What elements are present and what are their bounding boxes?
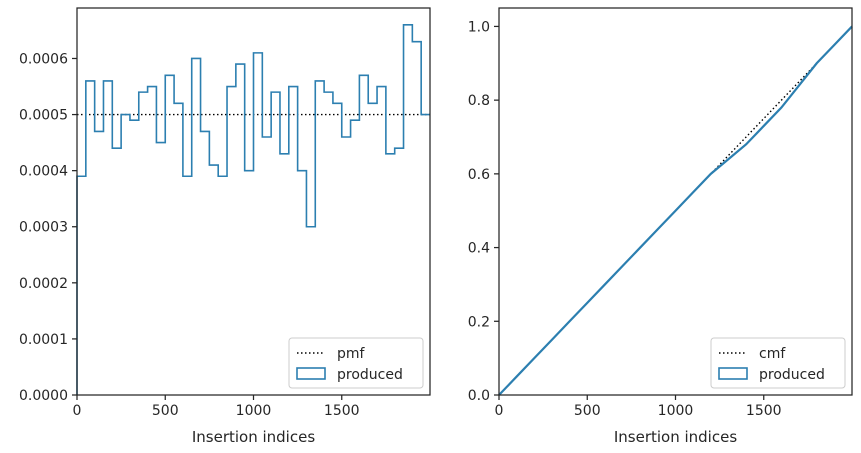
x-tick-label: 1500 <box>324 403 360 419</box>
pmf-histogram-panel: 0 500 1000 1500 0.0000 0.0001 0.0002 0.0003 0.00… <box>19 7 431 446</box>
cmf-line-panel: 0 500 1000 1500 0.0 0.2 0.4 0.6 0.8 1.0 Insertion … <box>468 7 853 446</box>
legend-produced-label: produced <box>759 367 825 383</box>
legend-reference-label: cmf <box>759 346 786 362</box>
y-tick-label: 0.0004 <box>19 164 68 180</box>
legend-produced-swatch <box>296 367 326 380</box>
y-tick-label: 0.0002 <box>19 276 68 292</box>
y-tick-label: 0.0001 <box>19 332 68 348</box>
y-tick-label: 0.0003 <box>19 220 68 236</box>
x-axis-label: Insertion indices <box>192 428 315 446</box>
axes-frame <box>498 7 853 396</box>
legend-reference-label: pmf <box>337 346 366 362</box>
legend-box <box>710 337 846 389</box>
y-tick-label: 0.0005 <box>19 108 68 124</box>
legend-produced-swatch <box>718 367 748 380</box>
x-tick-label: 1000 <box>236 403 272 419</box>
legend-produced-label: produced <box>337 367 403 383</box>
y-tick-label: 0.4 <box>468 241 490 257</box>
x-tick-label: 0 <box>495 403 504 419</box>
y-tick-label: 0.8 <box>468 93 490 109</box>
y-tick-label: 0.0 <box>468 388 490 404</box>
y-tick-label: 0.0000 <box>19 388 68 404</box>
produced-step-series <box>76 24 430 395</box>
y-tick-label: 0.6 <box>468 167 490 183</box>
x-axis-label: Insertion indices <box>614 428 737 446</box>
y-tick-label: 0.0006 <box>19 51 68 67</box>
x-tick-label: 1500 <box>746 403 782 419</box>
x-tick-label: 500 <box>574 403 601 419</box>
produced-cumulative-line <box>498 25 853 396</box>
x-tick-label: 0 <box>73 403 82 419</box>
legend-box <box>288 337 424 389</box>
y-tick-label: 1.0 <box>468 19 490 35</box>
y-tick-label: 0.2 <box>468 314 490 330</box>
x-tick-label: 500 <box>152 403 179 419</box>
x-tick-label: 1000 <box>658 403 694 419</box>
